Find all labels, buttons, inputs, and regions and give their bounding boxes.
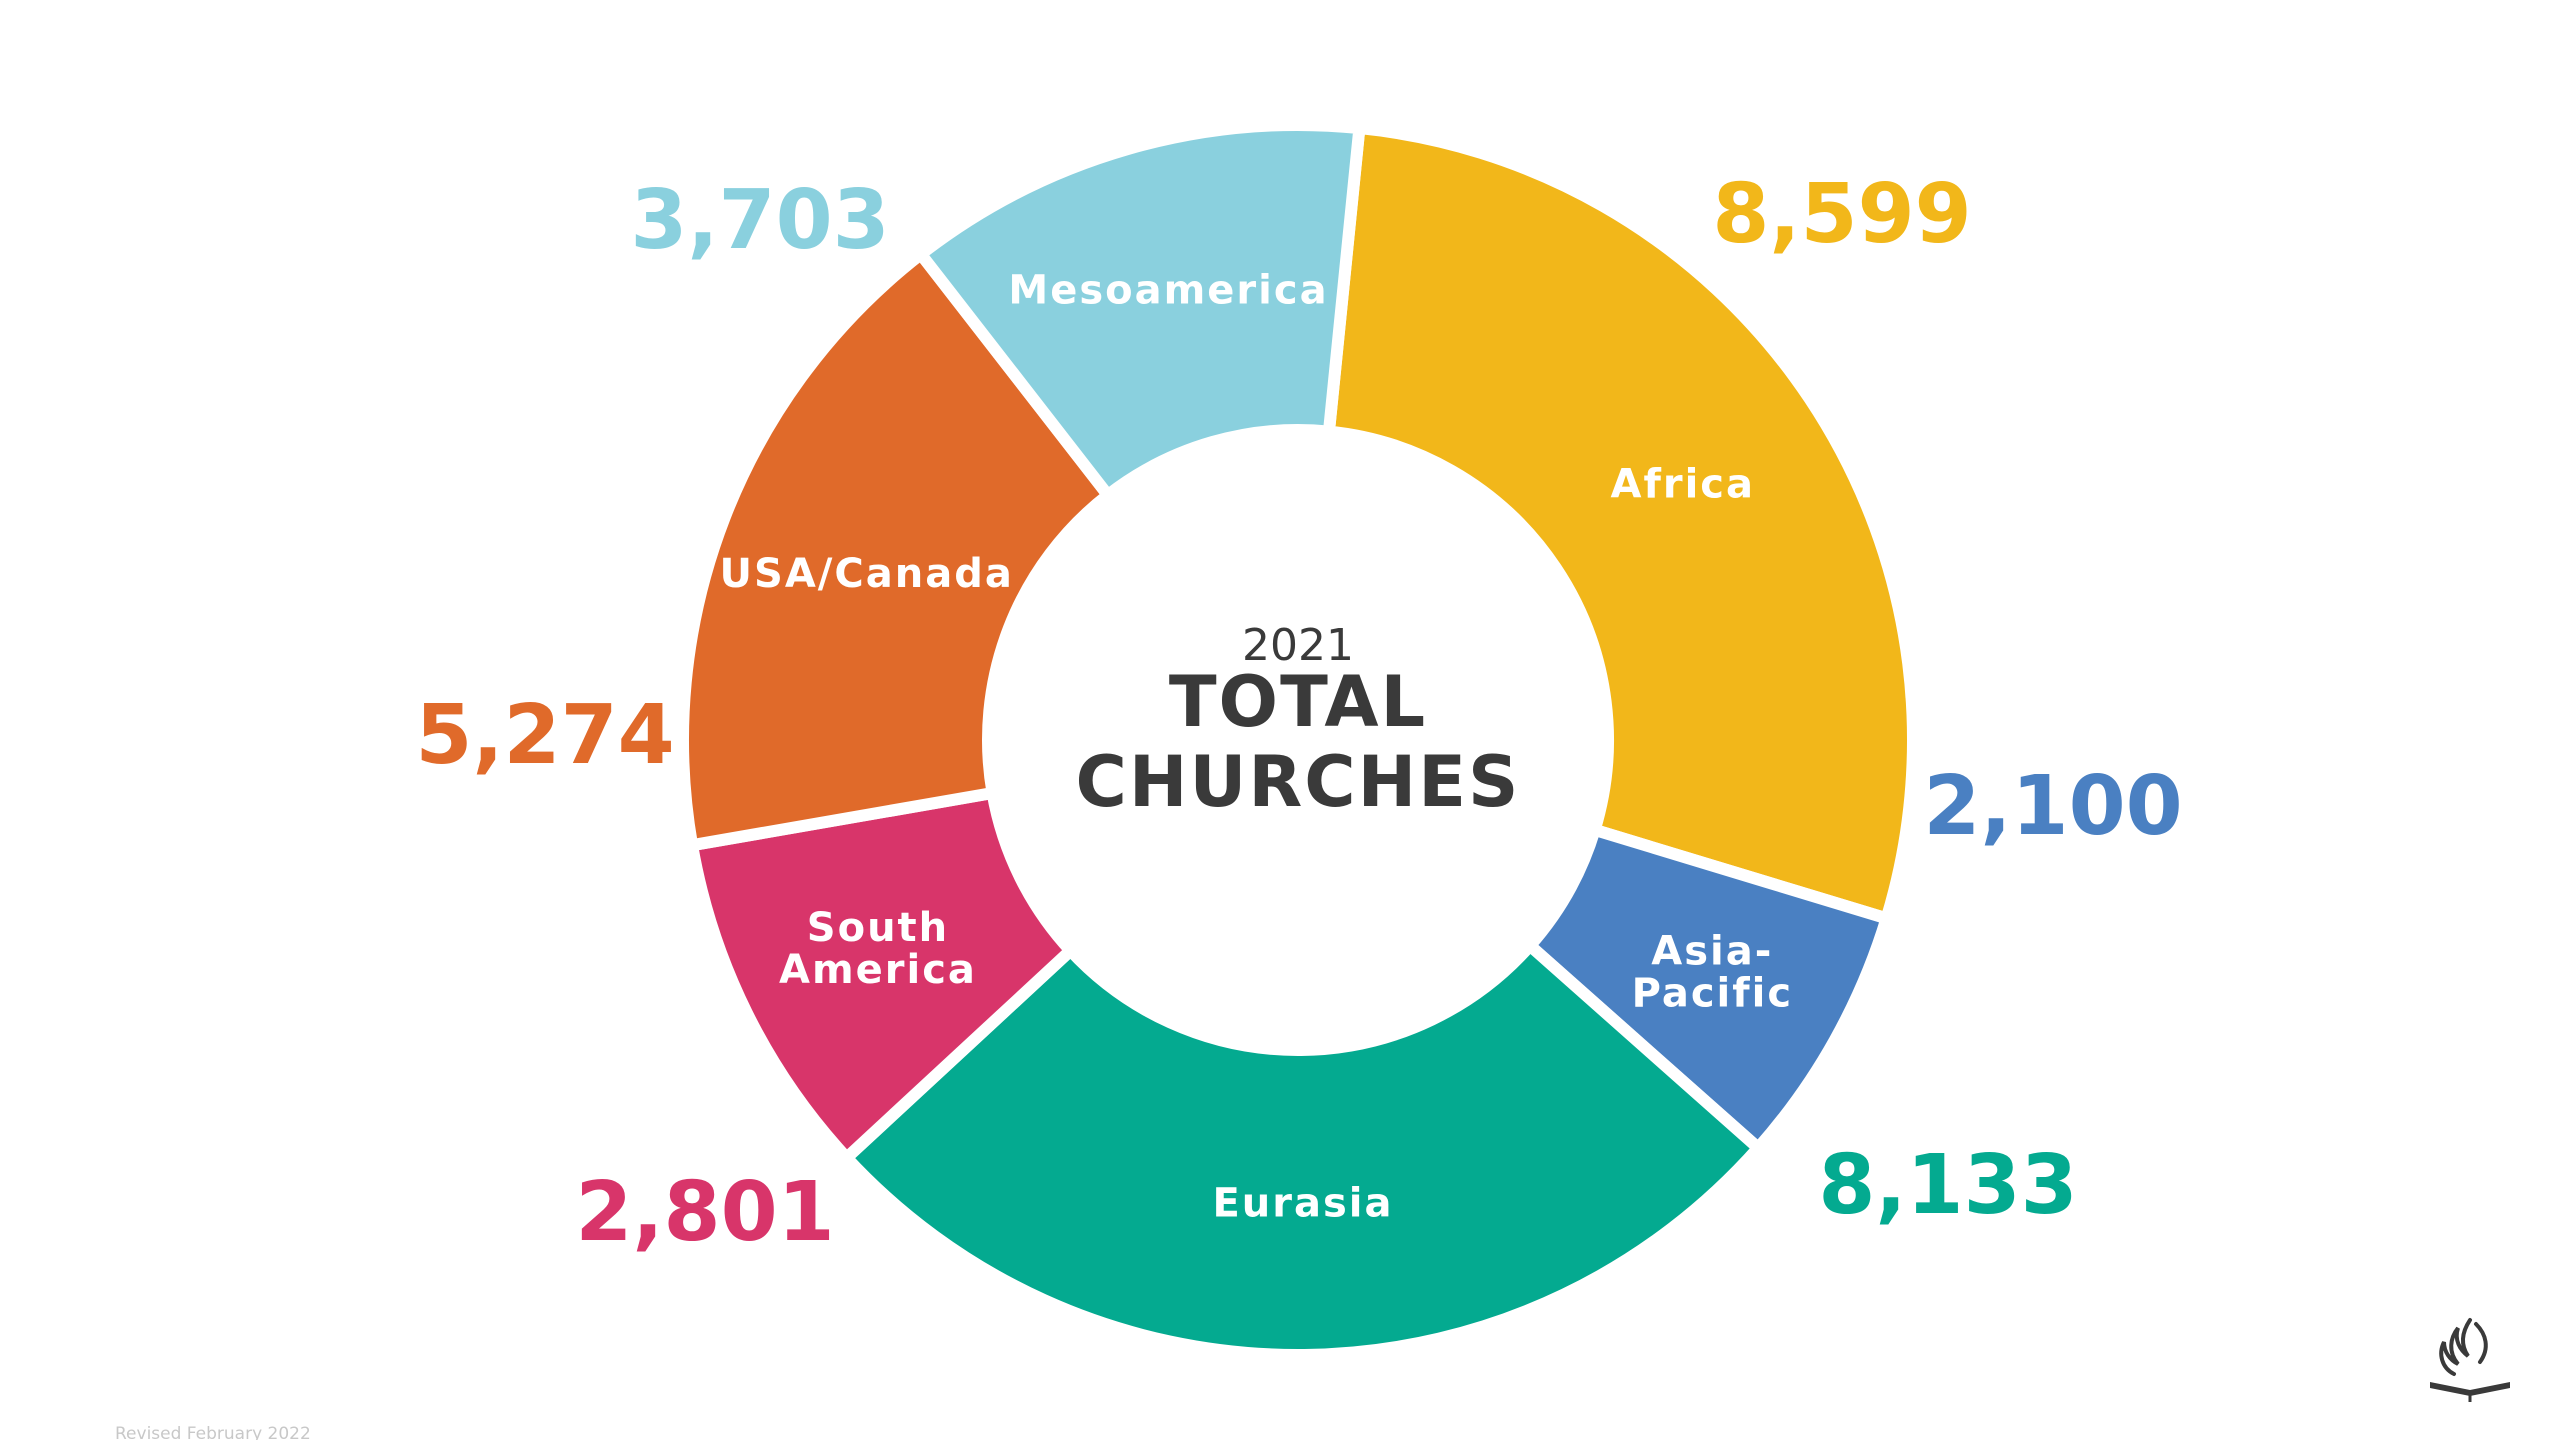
slice-label-mesoamerica: Mesoamerica (1008, 268, 1328, 314)
slice-label-asia-pacific: Asia-Pacific (1632, 929, 1793, 1017)
value-label-africa: 8,599 (1712, 167, 1971, 262)
slices-group (677, 119, 1919, 1361)
slice-eurasia (838, 937, 1767, 1361)
value-label-mesoamerica: 3,703 (630, 173, 889, 268)
center-title-group: 2021 TOTAL CHURCHES (1076, 620, 1521, 823)
slice-label-usa-canada: USA/Canada (720, 551, 1014, 597)
slice-label-south-america: South America (779, 905, 977, 993)
value-label-eurasia: 8,133 (1818, 1138, 2077, 1233)
slice-labels-group: Africa Asia-Pacific Eurasia South America USA… (720, 268, 1793, 1227)
slice-africa (1322, 121, 1919, 926)
slice-south-america (685, 786, 1079, 1167)
slice-label-africa: Africa (1611, 461, 1756, 507)
center-title-line-1: TOTAL (1169, 661, 1427, 743)
center-year: 2021 (1242, 620, 1354, 671)
flame-book-icon (2430, 1318, 2510, 1402)
slice-label-eurasia: Eurasia (1212, 1180, 1393, 1226)
value-labels-group: 8,599 2,100 8,133 2,801 5,274 3,703 (415, 167, 2182, 1260)
slice-mesoamerica (912, 119, 1366, 504)
value-label-south-america: 2,801 (575, 1165, 834, 1260)
value-label-usa-canada: 5,274 (415, 688, 674, 783)
center-title-line-2: CHURCHES (1076, 741, 1521, 823)
slice-usa-canada (677, 245, 1117, 853)
revised-date: Revised February 2022 (115, 1424, 311, 1440)
value-label-asia-pacific: 2,100 (1923, 759, 2182, 854)
